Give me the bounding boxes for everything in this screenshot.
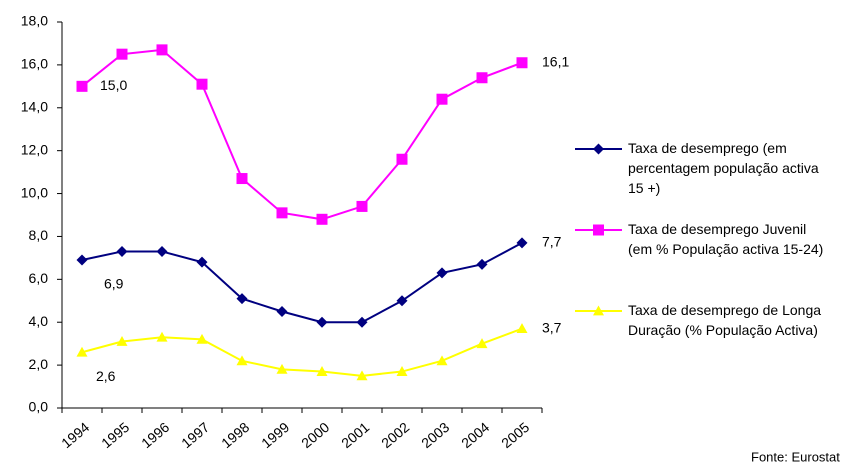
marker bbox=[156, 331, 168, 342]
marker bbox=[356, 370, 368, 381]
marker bbox=[396, 295, 408, 307]
x-tick-label: 1996 bbox=[138, 419, 172, 451]
x-tick-label: 2002 bbox=[378, 419, 412, 451]
y-tick-label: 10,0 bbox=[21, 184, 48, 200]
marker bbox=[156, 245, 168, 257]
legend-label: Taxa de desemprego Juvenil (em % Populaçã… bbox=[628, 221, 823, 257]
y-tick-label: 2,0 bbox=[29, 356, 49, 372]
marker bbox=[116, 48, 128, 60]
marker bbox=[276, 306, 288, 317]
x-tick-label: 1997 bbox=[178, 419, 212, 451]
y-tick-label: 0,0 bbox=[29, 399, 49, 415]
data-label: 6,9 bbox=[104, 276, 124, 292]
marker bbox=[276, 363, 288, 374]
x-tick-label: 1999 bbox=[258, 419, 292, 451]
marker bbox=[516, 323, 528, 334]
x-tick-label: 1994 bbox=[58, 419, 92, 451]
y-tick-label: 6,0 bbox=[29, 270, 49, 286]
x-tick-label: 1998 bbox=[218, 419, 252, 451]
marker bbox=[396, 153, 408, 165]
y-tick-label: 4,0 bbox=[29, 313, 49, 329]
y-tick-label: 14,0 bbox=[21, 98, 48, 114]
legend-label: Taxa de desemprego (em percentagem popula… bbox=[628, 140, 819, 196]
marker bbox=[593, 143, 604, 155]
x-tick-label: 2005 bbox=[498, 419, 532, 451]
marker bbox=[76, 80, 88, 92]
y-tick-label: 16,0 bbox=[21, 56, 48, 72]
x-tick-label: 2001 bbox=[338, 419, 372, 451]
data-label: 16,1 bbox=[542, 53, 569, 69]
marker bbox=[196, 333, 208, 344]
marker bbox=[76, 346, 88, 357]
marker bbox=[356, 316, 368, 328]
marker bbox=[116, 245, 128, 257]
marker bbox=[236, 293, 248, 305]
y-tick-label: 18,0 bbox=[21, 13, 48, 29]
data-label: 7,7 bbox=[542, 234, 562, 250]
marker bbox=[316, 316, 328, 328]
marker bbox=[436, 93, 448, 105]
marker bbox=[156, 44, 168, 56]
x-tick-label: 2003 bbox=[418, 419, 452, 451]
data-label: 2,6 bbox=[96, 368, 116, 384]
marker bbox=[316, 366, 328, 376]
series-line bbox=[81, 48, 523, 221]
legend-label: Taxa de desemprego de Longa Duração (% Po… bbox=[628, 302, 821, 338]
series-line bbox=[81, 327, 523, 377]
series-line bbox=[81, 241, 523, 324]
marker bbox=[276, 207, 288, 219]
marker bbox=[196, 78, 208, 90]
marker bbox=[476, 258, 488, 270]
x-tick-label: 2004 bbox=[458, 419, 492, 451]
y-tick-label: 8,0 bbox=[29, 227, 49, 243]
marker bbox=[516, 57, 528, 69]
marker bbox=[396, 366, 408, 376]
marker bbox=[436, 267, 448, 279]
data-label: 15,0 bbox=[100, 77, 127, 93]
marker bbox=[593, 224, 604, 236]
marker bbox=[436, 355, 448, 366]
marker bbox=[516, 237, 528, 249]
marker bbox=[316, 213, 328, 225]
marker bbox=[476, 338, 488, 349]
marker bbox=[593, 305, 604, 316]
marker bbox=[196, 256, 208, 268]
marker bbox=[356, 200, 368, 212]
x-tick-label: 1995 bbox=[98, 419, 132, 451]
x-tick-label: 2000 bbox=[298, 419, 332, 451]
y-tick-label: 12,0 bbox=[21, 141, 48, 157]
data-label: 3,7 bbox=[542, 319, 562, 335]
source-note: Fonte: Eurostat bbox=[751, 449, 840, 464]
marker bbox=[116, 336, 128, 346]
marker bbox=[236, 173, 248, 185]
marker bbox=[476, 72, 488, 84]
marker bbox=[76, 254, 88, 266]
marker bbox=[236, 355, 248, 366]
